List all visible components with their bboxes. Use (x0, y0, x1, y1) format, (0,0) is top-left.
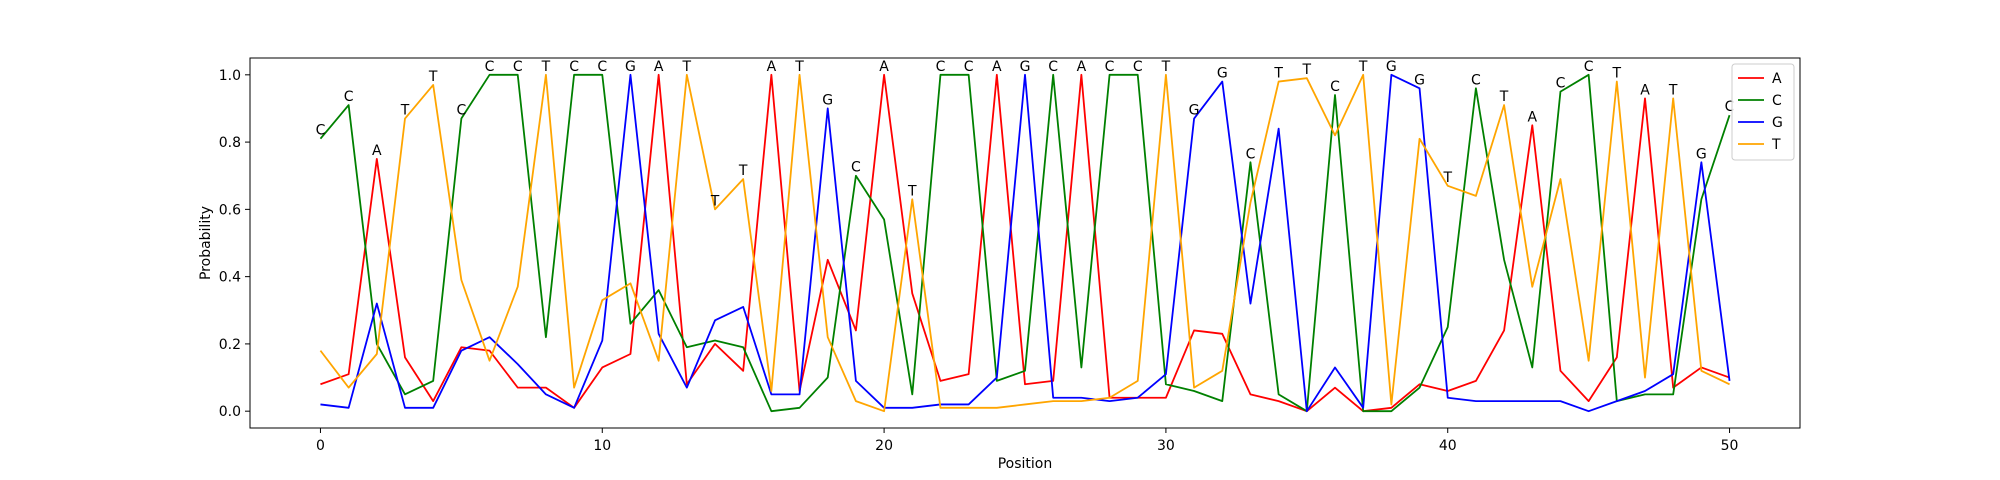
y-tick-label: 0.4 (219, 270, 241, 286)
base-label: T (794, 59, 804, 75)
series-line-g (320, 73, 1731, 413)
base-label: C (1246, 146, 1256, 162)
base-label: G (822, 92, 833, 108)
base-label: G (1696, 146, 1707, 162)
y-tick-label: 0.6 (219, 202, 241, 218)
base-label: C (344, 89, 354, 105)
series-line-c (319, 73, 1731, 413)
base-label: C (1330, 79, 1340, 95)
y-tick-label: 0.8 (219, 135, 241, 151)
base-label: T (428, 69, 438, 85)
base-label: A (767, 59, 777, 75)
plot-frame (249, 57, 1801, 429)
x-tick-label: 0 (316, 438, 325, 454)
base-label: A (992, 59, 1002, 75)
base-label: G (1189, 103, 1200, 119)
base-label: C (1471, 72, 1481, 88)
base-label: C (1725, 99, 1735, 115)
axes: 0 10 20 30 40 50 0.0 0.2 0.4 0.6 0.8 1.0 (219, 68, 1739, 454)
base-label: C (1105, 59, 1115, 75)
base-label: G (1217, 66, 1228, 82)
base-label: T (738, 163, 748, 179)
base-label: T (1499, 89, 1509, 105)
base-label: C (1048, 59, 1058, 75)
series-line-t (319, 73, 1730, 413)
x-axis-label: Position (998, 456, 1053, 472)
x-tick-label: 20 (875, 438, 893, 454)
legend-label-a: A (1772, 71, 1782, 87)
base-label: T (400, 103, 410, 119)
base-label: A (372, 143, 382, 159)
base-label: C (485, 59, 495, 75)
base-label: C (1584, 59, 1594, 75)
base-label: C (316, 123, 326, 139)
base-label: T (682, 59, 692, 75)
plot-area: C C A T T C C C T C C G A T T T A T G C A T C C A G C A C C T G G C T T C T G G… (316, 59, 1735, 413)
base-label: T (1273, 66, 1283, 82)
base-label: C (456, 103, 466, 119)
base-label: C (597, 59, 607, 75)
y-tick-label: 0.2 (219, 337, 241, 353)
base-label: G (1414, 72, 1425, 88)
base-label: C (964, 59, 974, 75)
base-label: C (936, 59, 946, 75)
base-label: A (1640, 82, 1650, 98)
series-line-a (320, 73, 1730, 413)
legend-label-c: C (1772, 93, 1782, 109)
base-label: T (907, 183, 917, 199)
base-label: A (1527, 109, 1537, 125)
base-label: C (513, 59, 523, 75)
y-axis-label: Probability (198, 206, 214, 280)
base-label: A (879, 59, 889, 75)
x-tick-label: 10 (593, 438, 611, 454)
legend-label-t: T (1771, 137, 1781, 153)
base-label: C (1556, 76, 1566, 92)
base-label: A (1077, 59, 1087, 75)
base-label: T (1442, 170, 1452, 186)
base-label: G (1020, 59, 1031, 75)
base-label: T (1668, 82, 1678, 98)
base-label: T (1612, 66, 1622, 82)
base-label: T (1358, 59, 1368, 75)
base-label: A (654, 59, 664, 75)
x-tick-label: 40 (1439, 438, 1457, 454)
base-label: G (1386, 59, 1397, 75)
x-tick-label: 50 (1721, 438, 1739, 454)
base-label: T (710, 193, 720, 209)
legend-box (1731, 63, 1795, 161)
base-label: T (1161, 59, 1171, 75)
base-label: C (1133, 59, 1143, 75)
base-label: G (625, 59, 636, 75)
base-label: C (851, 160, 861, 176)
y-tick-label: 1.0 (219, 68, 241, 84)
legend-label-g: G (1772, 115, 1783, 131)
base-label: T (541, 59, 551, 75)
base-label: T (1302, 62, 1312, 78)
base-label: C (569, 59, 579, 75)
y-tick-label: 0.0 (219, 404, 241, 420)
x-tick-label: 30 (1157, 438, 1175, 454)
